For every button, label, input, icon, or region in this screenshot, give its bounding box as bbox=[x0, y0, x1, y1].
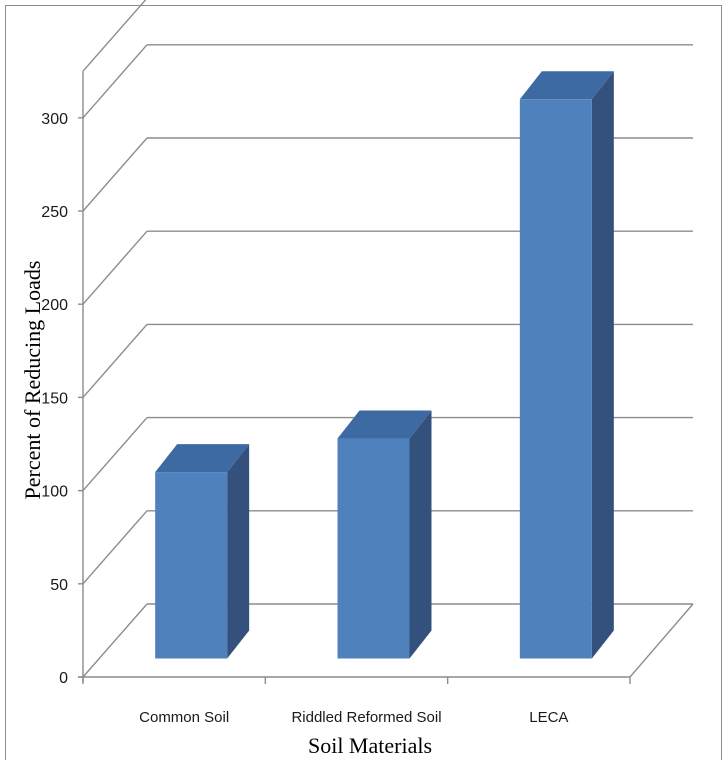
y-tick-label: 0 bbox=[59, 670, 68, 687]
bar-top-face bbox=[337, 410, 432, 439]
gridline-side bbox=[82, 230, 148, 305]
bar-side-face bbox=[591, 71, 614, 659]
bar-top-face bbox=[155, 444, 250, 473]
gridline-side bbox=[82, 44, 148, 119]
bar-front-face bbox=[337, 438, 410, 659]
y-tick-label: 150 bbox=[41, 390, 68, 407]
x-tick-label: LECA bbox=[529, 709, 568, 726]
gridline-side bbox=[82, 603, 148, 678]
bar-front-face bbox=[155, 472, 228, 659]
gridline-side bbox=[82, 323, 148, 398]
floor-edge bbox=[629, 603, 694, 678]
gridline-side bbox=[82, 417, 148, 492]
bar-top-face bbox=[519, 71, 614, 100]
gridline-side bbox=[82, 510, 148, 585]
y-tick-label: 250 bbox=[41, 204, 68, 221]
bar-side-face bbox=[409, 410, 432, 659]
bar-side-face bbox=[227, 444, 250, 659]
gridline-side-top bbox=[82, 0, 147, 72]
x-axis-title: Soil Materials bbox=[308, 733, 432, 758]
bar bbox=[155, 444, 250, 659]
bar-front-face bbox=[519, 99, 592, 659]
bar bbox=[337, 410, 432, 659]
x-tick-label: Common Soil bbox=[139, 709, 229, 726]
bar bbox=[519, 71, 614, 659]
x-tick-label: Riddled Reformed Soil bbox=[291, 709, 441, 726]
y-tick-label: 200 bbox=[41, 297, 68, 314]
x-tick-labels: Common Soil Riddled Reformed Soil LECA bbox=[139, 709, 568, 726]
bars bbox=[155, 71, 614, 659]
y-tick-labels: 0 50 100 150 200 250 300 bbox=[41, 111, 68, 687]
y-tick-label: 100 bbox=[41, 484, 68, 501]
axes bbox=[78, 71, 631, 684]
y-tick-label: 300 bbox=[41, 111, 68, 128]
y-axis-title: Percent of Reducing Loads bbox=[20, 261, 45, 500]
gridline-side bbox=[82, 137, 148, 212]
y-tick-label: 50 bbox=[50, 577, 68, 594]
